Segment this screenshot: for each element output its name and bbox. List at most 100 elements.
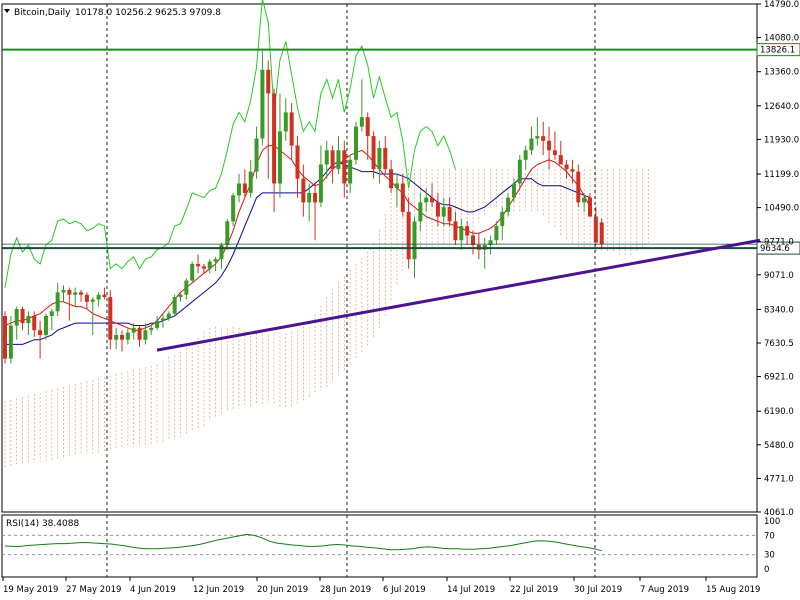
candle-body-bullish [283, 112, 288, 132]
candle-body-bullish [418, 202, 423, 222]
candle-body-bullish [377, 147, 382, 170]
candle-body-bullish [231, 195, 236, 222]
candle-body-bullish [125, 332, 130, 340]
candle-body-bullish [307, 192, 312, 203]
rsi-tick-label: 100 [764, 517, 780, 527]
candle-body-bullish [318, 164, 323, 203]
x-tick-label: 7 Aug 2019 [640, 585, 689, 595]
x-tick-label: 6 Jul 2019 [383, 585, 426, 595]
candle-body-bearish [400, 183, 405, 212]
candle-body-bullish [49, 311, 54, 317]
candle-body-bearish [201, 266, 206, 269]
candle-body-bullish [348, 159, 353, 184]
candle-body-bullish [61, 289, 66, 293]
candle-body-bearish [301, 178, 306, 203]
chikou-line [4, 0, 456, 288]
candle-body-bullish [529, 138, 534, 151]
candle-body-bearish [593, 216, 598, 243]
rsi-line [4, 533, 602, 552]
symbol-dropdown-icon[interactable] [4, 9, 10, 13]
y-tick-label: 13360.0 [764, 68, 799, 78]
symbol-label: Bitcoin,Daily [14, 8, 71, 18]
candle-body-bearish [547, 140, 552, 151]
y-tick-label: 12640.0 [764, 102, 799, 112]
grid-layer [1, 3, 758, 578]
candle-body-bullish [43, 316, 48, 335]
y-tick-label: 10490.0 [764, 204, 799, 214]
candle-body-bearish [471, 235, 475, 246]
candle-body-bullish [237, 183, 241, 196]
candle-body-bearish [3, 316, 7, 359]
candle-body-bearish [576, 171, 581, 203]
candle-body-bearish [79, 292, 84, 295]
candle-body-bearish [137, 327, 142, 340]
candle-body-bearish [196, 263, 201, 267]
candle-body-bullish [225, 221, 230, 246]
level-price-label: 9634.6 [760, 244, 790, 254]
candles [3, 50, 604, 364]
candle-body-bullish [178, 294, 183, 298]
candle-body-bearish [295, 145, 300, 179]
x-tick-label: 15 Aug 2019 [706, 585, 760, 595]
candle-body-bullish [488, 240, 493, 246]
x-tick-label: 12 Jun 2019 [193, 585, 244, 595]
level-price-label: 13826.1 [760, 46, 795, 56]
candle-body-bullish [394, 183, 399, 189]
candle-body-bearish [564, 164, 569, 170]
rsi-tick-label: 0 [764, 565, 769, 575]
x-tick-label: 4 Jun 2019 [130, 585, 176, 595]
ohlc-values: 10178.0 10256.2 9625.3 9709.8 [75, 8, 221, 18]
y-tick-label: 4771.0 [764, 474, 794, 484]
candle-body-bearish [120, 334, 124, 340]
candle-body-bullish [155, 320, 160, 328]
candle-body-bullish [190, 263, 195, 281]
candle-body-bullish [160, 318, 165, 321]
candle-body-bullish [207, 261, 212, 269]
candle-body-bullish [336, 150, 341, 170]
candle-body-bullish [14, 308, 19, 326]
candle-body-bearish [453, 221, 458, 241]
candle-body-bearish [435, 202, 440, 217]
rsi-header: RSI(14) 38.4088 [6, 519, 79, 529]
candle-body-bearish [102, 294, 107, 298]
candle-body-bullish [517, 159, 522, 184]
candle-body-bullish [184, 280, 189, 295]
candle-body-bullish [26, 316, 31, 324]
candle-body-bullish [219, 245, 224, 260]
y-tick-label: 11199.0 [764, 170, 799, 180]
candle-body-bullish [511, 183, 516, 198]
candle-body-bearish [371, 136, 376, 170]
x-tick-label: 30 Jul 2019 [574, 585, 622, 595]
candle-body-bullish [324, 150, 329, 165]
x-tick-label: 27 May 2019 [66, 585, 121, 595]
y-tick-label: 11930.0 [764, 135, 799, 145]
x-tick-label: 22 Jul 2019 [510, 585, 558, 595]
candle-body-bullish [90, 299, 95, 302]
candle-body-bearish [365, 117, 370, 137]
candle-body-bullish [55, 292, 60, 312]
x-tick-label: 14 Jul 2019 [447, 585, 495, 595]
candle-body-bullish [412, 221, 417, 260]
candle-body-bearish [313, 192, 318, 203]
candle-body-bearish [430, 197, 435, 203]
candle-body-bearish [67, 289, 72, 295]
candle-body-bearish [541, 136, 546, 141]
candle-body-bullish [582, 197, 587, 203]
candle-body-bearish [38, 330, 43, 335]
candle-body-bullish [441, 207, 446, 217]
y-tick-label: 14790.0 [764, 0, 799, 10]
candle-body-bearish [552, 150, 557, 156]
candle-body-bullish [8, 325, 13, 359]
candle-body-bullish [523, 150, 528, 160]
level-price-tag [756, 241, 800, 255]
candle-body-bearish [272, 93, 277, 184]
candle-body-bearish [330, 150, 335, 170]
main-plot-frame [1, 3, 758, 513]
rsi-tick-label: 30 [764, 551, 775, 561]
candle-body-bullish [535, 136, 540, 139]
candle-body-bullish [260, 69, 265, 139]
ichimoku-cloud [4, 169, 649, 468]
candle-body-bullish [359, 117, 364, 127]
chart-header[interactable]: Bitcoin,Daily 10178.0 10256.2 9625.3 970… [4, 8, 221, 18]
